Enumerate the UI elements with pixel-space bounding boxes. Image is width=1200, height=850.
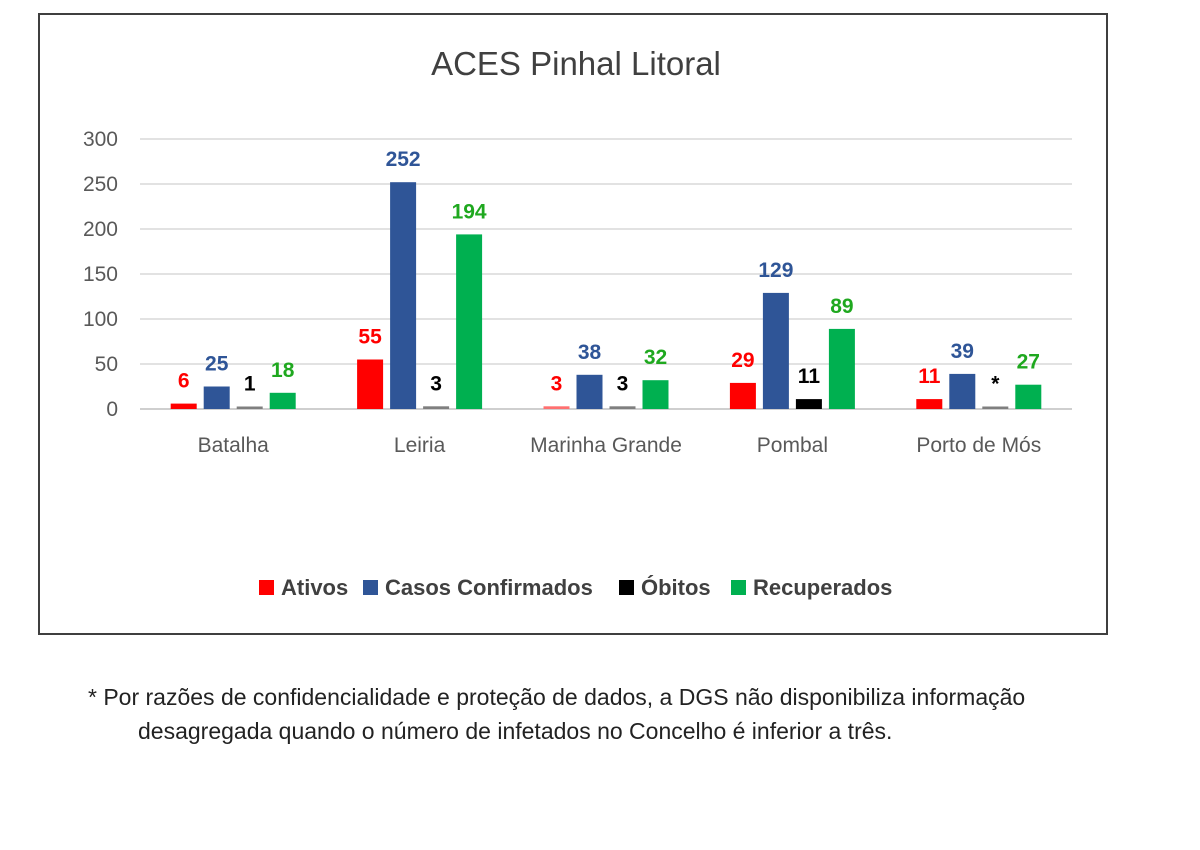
bar (1015, 384, 1042, 409)
bar (642, 380, 669, 409)
bar (543, 406, 570, 409)
x-tick-label: Pombal (757, 434, 828, 457)
bar-chart: ACES Pinhal Litoral 0 50 100 150 200 250 300 6… (83, 45, 1072, 600)
legend-swatch (619, 580, 634, 595)
data-label: 55 (358, 326, 382, 349)
data-label: 32 (644, 346, 667, 369)
y-tick-label: 250 (83, 173, 118, 196)
y-axis-ticks: 0 50 100 150 200 250 300 (83, 128, 118, 421)
data-label: 18 (271, 359, 295, 382)
bar (762, 292, 789, 409)
bar (357, 359, 384, 409)
y-tick-label: 100 (83, 308, 118, 331)
bar (236, 406, 263, 409)
y-tick-label: 150 (83, 263, 118, 286)
data-label: 25 (205, 353, 229, 376)
legend-swatch (731, 580, 746, 595)
data-label: 129 (758, 259, 793, 282)
legend: Ativos Casos Confirmados Óbitos Recuperados (259, 575, 892, 600)
data-label: 1 (244, 373, 256, 396)
bar (828, 328, 855, 409)
data-label: 194 (452, 200, 487, 223)
bar (456, 234, 483, 409)
bar (795, 399, 822, 409)
legend-label: Recuperados (753, 575, 892, 600)
footnote: * Por razões de confidencialidade e prot… (60, 680, 1180, 748)
y-tick-label: 50 (95, 353, 118, 376)
y-tick-label: 300 (83, 128, 118, 151)
data-label: 39 (951, 340, 974, 363)
legend-label: Óbitos (641, 575, 711, 600)
bar (170, 403, 197, 409)
data-label: 11 (918, 365, 941, 388)
data-label: * (991, 373, 1000, 396)
bar (949, 373, 976, 409)
data-label: 3 (551, 372, 563, 395)
bars (170, 182, 1042, 409)
bar (982, 406, 1009, 409)
data-label: 38 (578, 341, 602, 364)
footnote-line-2: desagregada quando o número de infetados… (138, 718, 893, 744)
footnote-line-1: * Por razões de confidencialidade e prot… (88, 684, 1026, 710)
bar (916, 399, 943, 409)
legend-label: Ativos (281, 575, 348, 600)
bar (576, 374, 603, 409)
bar (390, 182, 417, 409)
data-labels: 6 25 1 18 55 252 3 194 3 38 3 32 29 129 11 89 11 39 * 27 (178, 148, 1040, 395)
data-label: 3 (430, 372, 442, 395)
legend-swatch (363, 580, 378, 595)
chart-title: ACES Pinhal Litoral (431, 45, 721, 82)
gridlines (140, 138, 1072, 410)
bar (609, 406, 636, 409)
bar (203, 386, 230, 409)
data-label: 11 (798, 365, 821, 388)
y-tick-label: 0 (106, 398, 118, 421)
x-tick-label: Marinha Grande (530, 434, 682, 457)
bar (729, 382, 756, 409)
data-label: 6 (178, 370, 190, 393)
data-label: 29 (731, 349, 754, 372)
legend-label: Casos Confirmados (385, 575, 593, 600)
bar (269, 392, 296, 409)
x-tick-label: Leiria (394, 434, 446, 457)
x-axis-categories: Batalha Leiria Marinha Grande Pombal Porto d… (198, 434, 1042, 457)
data-label: 27 (1017, 351, 1040, 374)
bar (423, 406, 450, 409)
data-label: 252 (386, 148, 421, 171)
x-tick-label: Batalha (198, 434, 270, 457)
x-tick-label: Porto de Mós (916, 434, 1041, 457)
y-tick-label: 200 (83, 218, 118, 241)
legend-swatch (259, 580, 274, 595)
chart-frame: ACES Pinhal Litoral 0 50 100 150 200 250 300 6… (38, 13, 1108, 635)
data-label: 3 (617, 372, 629, 395)
data-label: 89 (830, 295, 853, 318)
